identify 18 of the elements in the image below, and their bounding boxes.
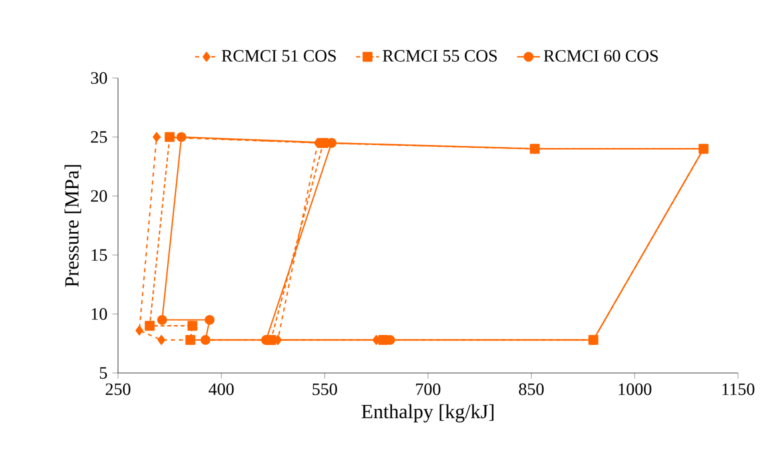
x-axis-title: Enthalpy [kg/kJ] [362, 404, 494, 422]
y-tick-label: 5 [100, 367, 107, 379]
y-tick-label: 10 [92, 308, 107, 320]
legend-label: RCMCI 51 COS [222, 50, 336, 62]
x-tick-label: 400 [208, 383, 234, 396]
y-axis-title: Pressure [MPa] [64, 165, 82, 287]
y-tick-label: 30 [91, 72, 107, 84]
x-tick-label: 700 [416, 383, 440, 396]
y-tick-label: 15 [92, 249, 107, 261]
y-tick-label: 20 [91, 190, 107, 202]
x-tick-label: 250 [106, 383, 130, 396]
x-tick-label: 1150 [722, 383, 754, 396]
legend-label: RCMCI 55 COS [382, 50, 497, 62]
legend-label: RCMCI 60 COS [544, 50, 658, 62]
x-tick-label: 850 [518, 383, 544, 396]
x-tick-label: 1000 [618, 383, 652, 396]
x-tick-label: 550 [312, 383, 338, 396]
y-tick-label: 25 [91, 131, 107, 143]
